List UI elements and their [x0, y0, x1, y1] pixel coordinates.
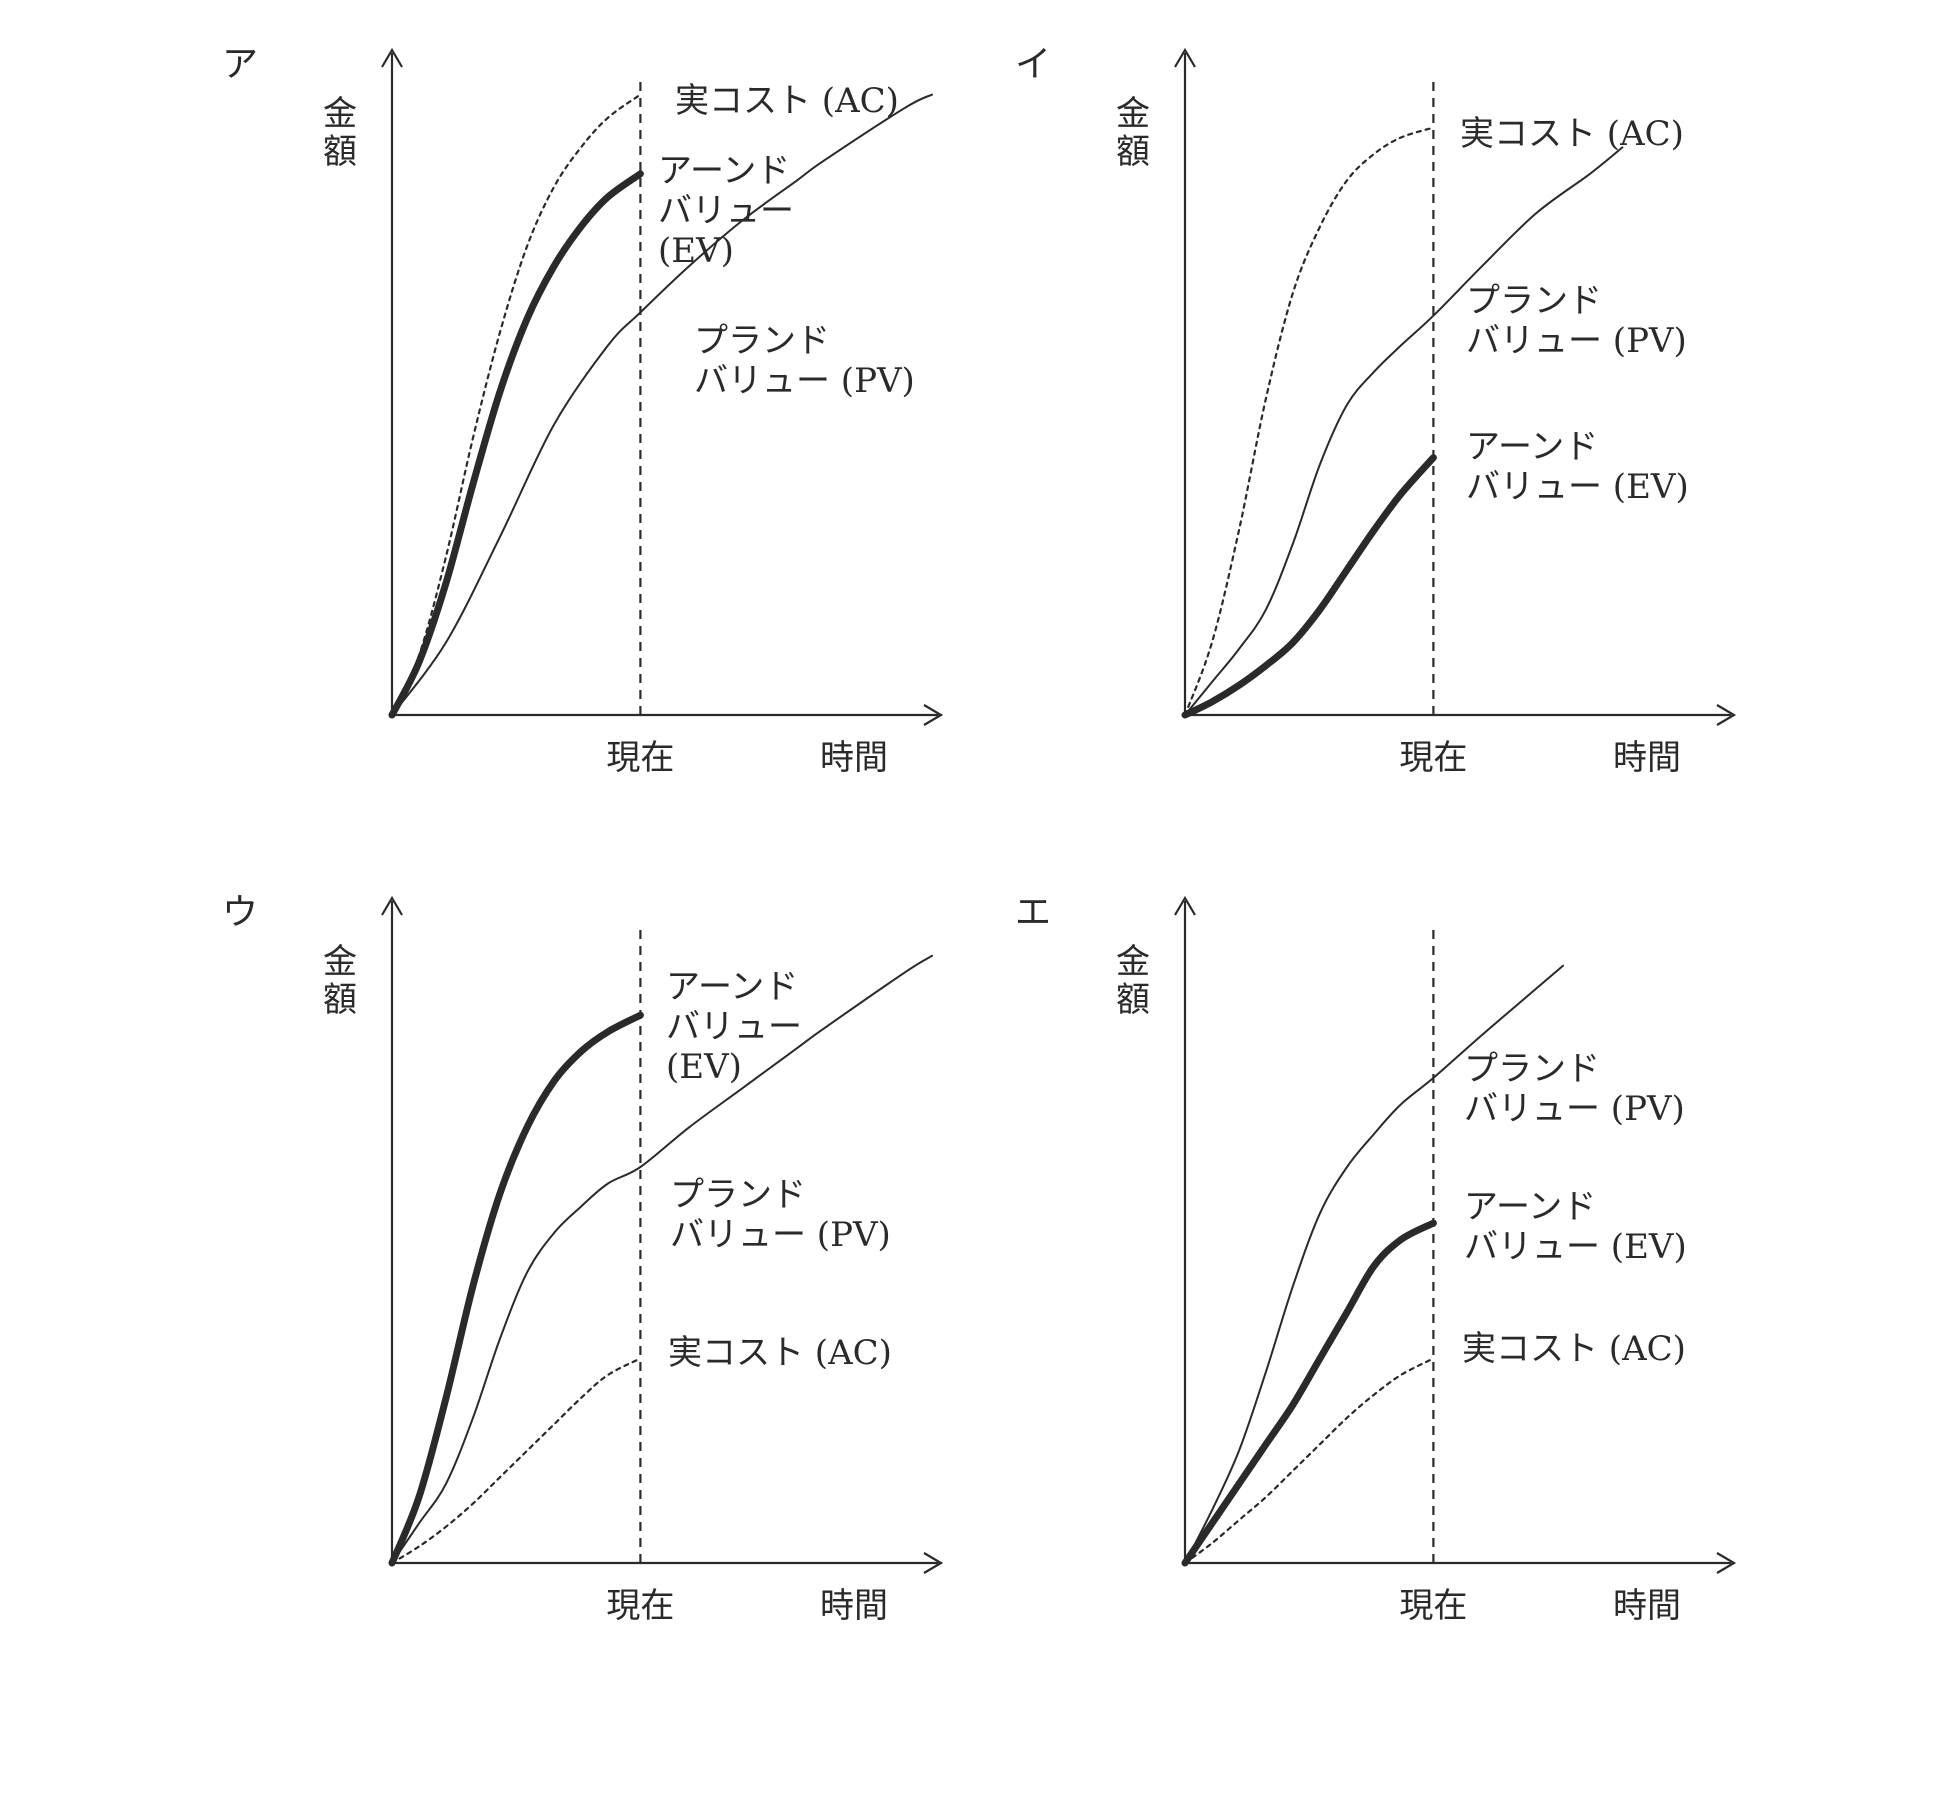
- series-label-ev: アーンド: [1466, 427, 1598, 467]
- series-line-ev: [388, 170, 644, 719]
- series-line-pv: [1184, 964, 1564, 1564]
- series-label-ev: バリュー (EV): [1464, 1227, 1687, 1267]
- y-axis-label: 額: [1116, 132, 1150, 172]
- series-line-ev: [1181, 1219, 1437, 1567]
- y-axis-label: 金: [1116, 94, 1150, 134]
- series-label-ac: 実コスト (AC): [1462, 1329, 1686, 1369]
- series-label-pv: バリュー (PV): [1464, 1089, 1685, 1129]
- panel-id-label: ウ: [222, 892, 258, 933]
- panel-id-label: エ: [1015, 892, 1051, 933]
- x-axis-arrow: [923, 704, 944, 726]
- y-axis-label: 金: [323, 942, 357, 982]
- y-axis-label: 額: [323, 132, 357, 172]
- series-label-pv: バリュー (PV): [1466, 321, 1687, 361]
- now-label: 現在: [606, 738, 674, 778]
- series-label-ev: バリュー: [666, 1007, 802, 1047]
- x-axis-arrow: [923, 1552, 944, 1574]
- series-label-pv: プランド: [1466, 281, 1602, 321]
- series-label-ev: (EV): [666, 1047, 742, 1087]
- y-axis-arrow: [1174, 895, 1196, 916]
- series-line-ac: [1183, 126, 1435, 717]
- series-line-pv: [391, 93, 933, 716]
- x-axis-label: 時間: [820, 1586, 888, 1626]
- panel-id-label: イ: [1015, 44, 1051, 85]
- series-label-ac: 実コスト (AC): [1460, 114, 1684, 154]
- y-axis-label: 額: [1116, 980, 1150, 1020]
- now-label: 現在: [1399, 738, 1467, 778]
- series-line-ac: [390, 1357, 642, 1565]
- x-axis-label: 時間: [1613, 738, 1681, 778]
- series-label-pv: プランド: [670, 1175, 806, 1215]
- y-axis-arrow: [1174, 47, 1196, 68]
- y-axis-label: 金: [1116, 942, 1150, 982]
- y-axis-label: 額: [323, 980, 357, 1020]
- series-label-ev: アーンド: [1464, 1187, 1596, 1227]
- x-axis-arrow: [1716, 1552, 1737, 1574]
- series-line-pv: [1184, 146, 1624, 716]
- x-axis-label: 時間: [1613, 1586, 1681, 1626]
- series-label-pv: バリュー (PV): [694, 361, 915, 401]
- series-line-ev: [388, 1011, 644, 1567]
- series-label-ev: アーンド: [658, 151, 790, 191]
- panel-id-label: ア: [222, 44, 258, 85]
- y-axis-label: 金: [323, 94, 357, 134]
- now-label: 現在: [1399, 1586, 1467, 1626]
- series-label-ev: アーンド: [666, 967, 798, 1007]
- series-label-ev: バリュー (EV): [1466, 467, 1689, 507]
- x-axis-arrow: [1716, 704, 1737, 726]
- series-label-ac: 実コスト (AC): [668, 1333, 892, 1373]
- now-label: 現在: [606, 1586, 674, 1626]
- series-line-ev: [1181, 454, 1437, 719]
- series-line-ac: [1183, 1357, 1435, 1565]
- series-label-ac: 実コスト (AC): [675, 81, 899, 121]
- x-axis-label: 時間: [820, 738, 888, 778]
- series-label-pv: バリュー (PV): [670, 1215, 891, 1255]
- series-line-ac: [390, 93, 642, 717]
- series-line-pv: [391, 954, 933, 1564]
- series-label-pv: プランド: [1464, 1049, 1600, 1089]
- series-label-pv: プランド: [694, 321, 830, 361]
- y-axis-arrow: [381, 895, 403, 916]
- y-axis-arrow: [381, 47, 403, 68]
